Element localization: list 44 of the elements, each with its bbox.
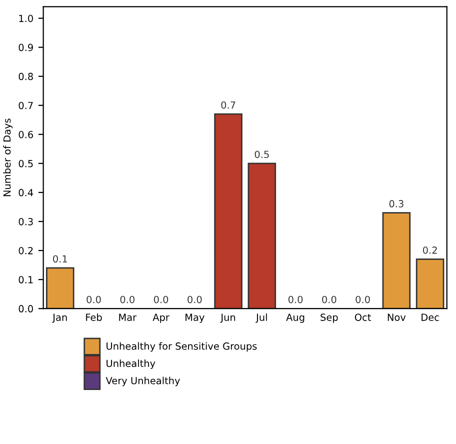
y-tick-label: 0.7	[18, 102, 33, 110]
data-label: 0.5	[254, 150, 269, 158]
y-tick-label: 0.2	[18, 246, 33, 254]
data-label: 0.0	[188, 296, 202, 304]
y-axis-title: Number of Days	[3, 118, 13, 196]
bar	[46, 267, 74, 309]
y-tick-label: 0.4	[18, 188, 34, 196]
x-tick-label: Jul	[256, 313, 267, 323]
bar	[248, 162, 276, 309]
y-tick-label: 1.0	[19, 14, 33, 22]
bar	[416, 258, 444, 309]
data-label: 0.0	[322, 296, 336, 304]
y-tick-label: 0.9	[18, 44, 33, 52]
x-tick-label: Aug	[286, 314, 304, 323]
bar	[214, 113, 242, 309]
y-tick-label: 0.8	[18, 72, 33, 80]
x-tick-label: May	[186, 314, 204, 323]
y-tick-label: 0.5	[18, 160, 33, 168]
x-tick-label: Feb	[86, 313, 102, 321]
bar	[382, 212, 411, 309]
data-label: 0.0	[120, 296, 134, 304]
legend-label: Very Unhealthy	[106, 376, 180, 386]
data-label: 0.0	[288, 296, 303, 304]
y-tick-label: 0.6	[18, 130, 33, 138]
data-label: 0.1	[53, 255, 67, 263]
data-label: 0.0	[86, 296, 101, 304]
y-tick-label: 0.1	[18, 276, 33, 284]
data-label: 0.3	[389, 200, 404, 208]
legend-label: Unhealthy for Sensitive Groups	[106, 342, 257, 352]
legend-label: Unhealthy	[106, 360, 156, 369]
y-tick-label: 0.3	[18, 218, 33, 226]
data-label: 0.7	[221, 101, 236, 109]
x-tick-label: Jan	[52, 314, 67, 323]
y-tick-label: 0.0	[18, 305, 33, 312]
data-label: 0.2	[422, 246, 437, 254]
x-tick-label: Dec	[422, 314, 439, 321]
x-tick-label: Mar	[119, 314, 137, 321]
x-tick-label: Nov	[388, 314, 406, 321]
x-tick-label: Jun	[220, 314, 236, 323]
data-label: 0.0	[154, 296, 168, 304]
x-tick-label: Sep	[320, 314, 338, 323]
x-tick-label: Apr	[152, 314, 170, 323]
x-tick-label: Oct	[354, 314, 371, 321]
data-label: 0.0	[356, 296, 370, 304]
